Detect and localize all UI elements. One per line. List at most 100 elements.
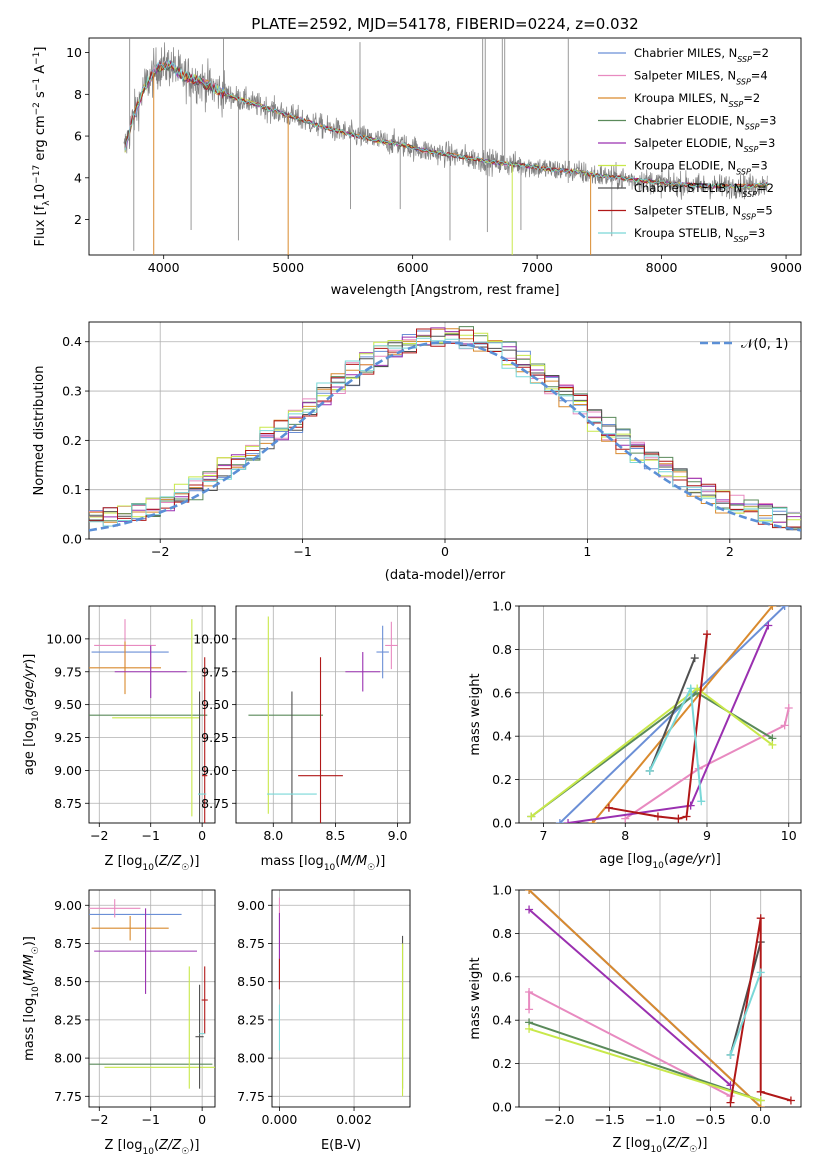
x-tick-label: −2	[90, 1112, 108, 1127]
x-axis-label: Z [log10(Z/Z☉)]	[105, 1138, 200, 1157]
x-tick-label: −1	[141, 828, 159, 843]
plot-area	[89, 326, 801, 532]
y-tick-label: 0.8	[492, 642, 512, 657]
x-tick-label: 9	[703, 828, 711, 843]
x-tick-label: 8	[621, 828, 629, 843]
panel-age-vs-Z: −2 −1 0 8.75 9.00 9.25 9.50 9.75 10.00 Z [log10(Z…	[22, 605, 216, 873]
x-tick-label: −0.5	[695, 1112, 725, 1127]
normal-curve	[89, 340, 801, 532]
plus-marker	[756, 1096, 765, 1105]
model-spectrum-chabrier-stelib	[124, 61, 769, 189]
x-tick-label: 8.0	[263, 828, 283, 843]
series-line-kroupa-elodie	[528, 1027, 761, 1102]
y-tick-label: 8.25	[54, 1012, 82, 1027]
y-tick-label: 9.25	[201, 730, 229, 745]
plus-marker	[682, 812, 691, 821]
x-axis-label: Z [log10(Z/Z☉)]	[613, 1136, 708, 1155]
model-spectrum-salpeter-stelib	[124, 60, 769, 190]
y-tick-label: 0.6	[492, 685, 512, 700]
x-tick-label: 2	[726, 544, 734, 559]
x-tick-label: 0	[198, 828, 206, 843]
axes-frame	[518, 889, 802, 1108]
plus-marker	[784, 703, 793, 712]
y-tick-label: 4	[74, 170, 82, 185]
y-tick-label: 0.0	[62, 532, 82, 547]
y-tick-label: 8.00	[237, 1051, 265, 1066]
y-tick-label: 9.00	[54, 898, 82, 913]
x-axis-label: wavelength [Angstrom, rest frame]	[331, 283, 560, 298]
x-tick-label: 7000	[521, 260, 553, 275]
y-axis-label: Flux [fλ10−17 erg cm−2 s−1 A−1]	[32, 47, 52, 247]
x-tick-label: 10	[781, 828, 797, 843]
errorbar-point	[94, 908, 197, 994]
series-line-salpeter-miles	[624, 707, 790, 820]
y-tick-label: 0.0	[492, 1100, 512, 1115]
histogram-salpeter-stelib	[89, 328, 801, 529]
y-tick-label: 2	[74, 212, 82, 227]
plus-marker	[690, 654, 699, 663]
x-axis-label: age [log10(age/yr)]	[599, 852, 721, 871]
y-axis-label: age [log10(age/yr)]	[22, 654, 41, 776]
y-tick-label: 10	[66, 45, 82, 60]
y-tick-label: 7.75	[54, 1089, 82, 1104]
errorbar-point	[114, 645, 187, 699]
panel-mass-vs-Z: −2 −1 0 7.75 8.00 8.25 8.50 8.75 9.00 Z [log10(Z/…	[22, 889, 216, 1157]
plus-marker	[686, 684, 695, 693]
y-tick-label: 0.0	[492, 816, 512, 831]
plot-area	[123, 38, 769, 255]
plus-marker	[756, 914, 765, 923]
plot-area	[278, 897, 404, 1097]
plus-marker	[780, 721, 789, 730]
plus-marker	[697, 797, 706, 806]
x-tick-label: −1	[141, 1112, 159, 1127]
plus-marker	[780, 606, 789, 610]
x-axis-label: E(B-V)	[321, 1138, 361, 1153]
plus-marker	[621, 814, 630, 823]
plot-area	[89, 899, 215, 1089]
histogram-chabrier-stelib	[89, 333, 801, 531]
y-tick-label: 10.00	[193, 631, 229, 646]
series-line-kroupa-stelib	[729, 972, 762, 1056]
plus-marker	[703, 630, 711, 639]
x-tick-label: 8.5	[325, 828, 345, 843]
plus-marker	[604, 803, 613, 812]
legend-entry: Salpeter ELODIE, NSSP=3	[634, 136, 775, 154]
x-tick-label: 6000	[397, 260, 429, 275]
plus-marker	[764, 621, 773, 630]
series-line-chabrier-elodie	[528, 1021, 762, 1102]
y-axis-label: Normed distribution	[32, 366, 47, 496]
model-spectrum-kroupa-stelib	[124, 58, 769, 189]
y-tick-label: 6	[74, 129, 82, 144]
y-tick-label: 9.50	[54, 697, 82, 712]
y-axis-label: mass weight	[468, 957, 483, 1039]
legend-entry: Kroupa MILES, NSSP=2	[634, 91, 760, 109]
y-tick-label: 0.2	[492, 1056, 512, 1071]
errorbar-point	[385, 621, 398, 670]
x-tick-label: 5000	[272, 260, 304, 275]
y-tick-label: 0.2	[492, 772, 512, 787]
series-line-kroupa-miles	[528, 890, 762, 1107]
y-axis-label: mass weight	[468, 673, 483, 755]
legend-entry: Kroupa ELODIE, NSSP=3	[634, 159, 768, 177]
panel-residuals: −2 −1 0 1 2 0.0 0.1 0.2 0.3 0.4 𝒩(0, 1) (data-model…	[32, 321, 802, 583]
series-line-kroupa-miles	[591, 606, 774, 823]
axes-frame	[88, 889, 216, 1108]
y-tick-label: 8.50	[54, 974, 82, 989]
plus-marker	[726, 1050, 735, 1059]
y-tick-label: 8.00	[54, 1051, 82, 1066]
x-axis-label: mass [log10(M/M☉)]	[261, 854, 386, 873]
y-tick-label: 0.8	[492, 926, 512, 941]
y-tick-label: 0.3	[62, 384, 82, 399]
errorbar-point	[345, 652, 381, 692]
x-tick-label: 0.0	[751, 1112, 771, 1127]
y-tick-label: 9.75	[201, 664, 229, 679]
figure-title: PLATE=2592, MJD=54178, FIBERID=0224, z=0…	[251, 15, 638, 33]
axes-frame	[88, 321, 802, 540]
plus-marker	[756, 1087, 765, 1096]
errorbar-point	[91, 915, 169, 941]
y-tick-label: 0.6	[492, 969, 512, 984]
y-tick-label: 8.25	[237, 1012, 265, 1027]
x-tick-label: 9.0	[388, 828, 408, 843]
x-tick-label: −1.5	[594, 1112, 624, 1127]
